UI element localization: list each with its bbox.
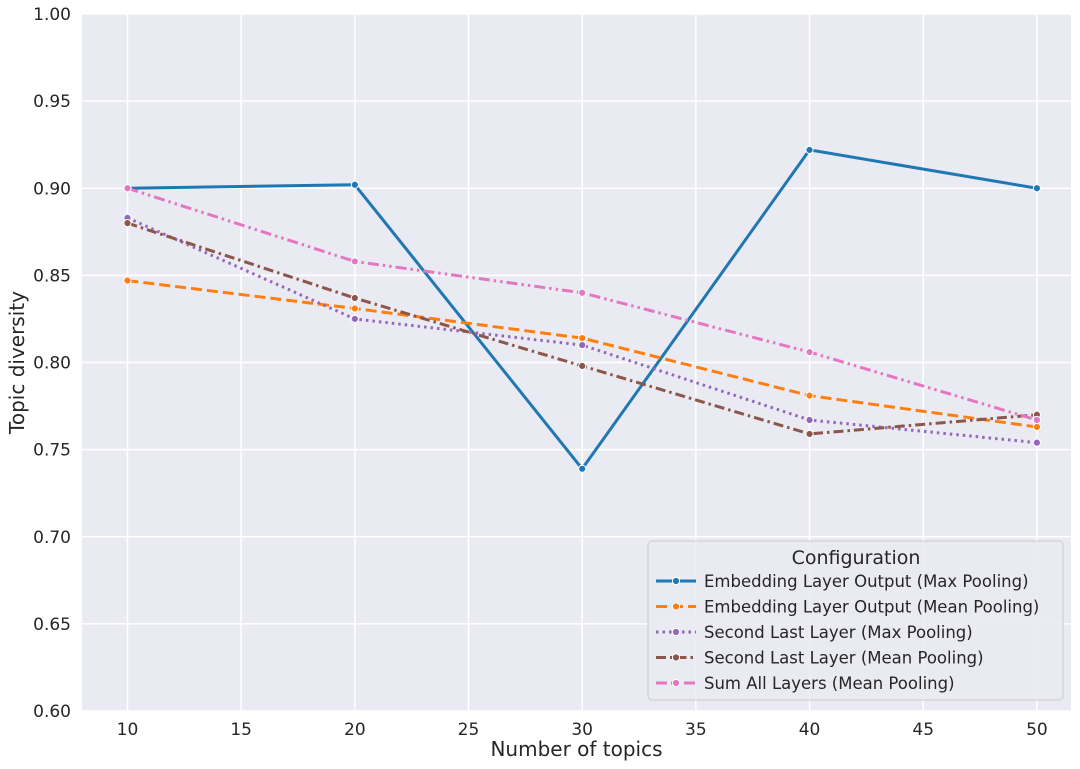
- x-tick-label: 35: [685, 720, 707, 740]
- series-2: [123, 276, 1041, 432]
- y-tick-label: 1.00: [33, 5, 71, 25]
- data-point: [578, 288, 587, 297]
- legend-marker: [671, 653, 681, 662]
- legend-item-4: Second Last Layer (Mean Pooling): [656, 649, 984, 668]
- legend-title: Configuration: [792, 547, 921, 569]
- data-point: [1032, 422, 1041, 432]
- y-tick-label: 0.95: [33, 92, 71, 112]
- y-tick-label: 0.85: [33, 266, 71, 286]
- y-tick-label: 0.70: [33, 528, 71, 548]
- x-tick-label: 15: [230, 720, 252, 740]
- data-point: [123, 184, 132, 193]
- y-tick-label: 0.65: [33, 615, 71, 635]
- x-tick-label: 25: [458, 720, 480, 740]
- series-4: [123, 219, 1041, 439]
- y-tick-label: 0.60: [33, 702, 71, 722]
- data-point: [1032, 438, 1041, 447]
- data-point: [805, 415, 814, 425]
- series-layer: [123, 145, 1041, 473]
- x-tick-label: 20: [344, 720, 366, 740]
- legend-box: [647, 540, 1064, 701]
- data-point: [123, 276, 132, 285]
- y-tick-label: 0.80: [33, 354, 71, 374]
- data-point: [350, 314, 359, 324]
- data-point: [350, 293, 359, 303]
- data-point: [1032, 184, 1041, 193]
- legend-label: Embedding Layer Output (Max Pooling): [704, 572, 1029, 591]
- legend-marker: [671, 627, 681, 637]
- data-point: [350, 257, 359, 266]
- data-point: [805, 145, 814, 155]
- legend-label: Second Last Layer (Mean Pooling): [704, 649, 984, 668]
- x-tick-label: 30: [571, 720, 593, 740]
- legend-label: Second Last Layer (Max Pooling): [704, 623, 973, 642]
- x-tick-label: 40: [799, 720, 821, 740]
- series-line: [126, 216, 1038, 445]
- legend-item-1: Embedding Layer Output (Max Pooling): [656, 572, 1029, 591]
- y-axis: 0.60 0.65 0.70 0.75 0.80 0.85 0.90 0.95 1.00: [33, 5, 71, 722]
- data-point: [578, 464, 587, 473]
- data-point: [350, 180, 359, 189]
- legend-marker: [671, 576, 681, 586]
- y-tick-label: 0.75: [33, 441, 71, 461]
- legend-items: Embedding Layer Output (Max Pooling) Embe…: [656, 572, 1039, 693]
- y-axis-label: Topic diversity: [5, 291, 29, 435]
- x-tick-label: 50: [1026, 720, 1048, 740]
- data-point: [1032, 415, 1041, 425]
- x-tick-label: 10: [117, 720, 139, 740]
- data-point: [350, 304, 359, 313]
- data-point: [805, 347, 814, 357]
- legend-marker: [671, 678, 681, 688]
- x-axis-label: Number of topics: [490, 737, 662, 761]
- y-tick-label: 0.90: [33, 179, 71, 199]
- legend-item-5: Sum All Layers (Mean Pooling): [656, 674, 955, 693]
- data-point: [578, 334, 587, 343]
- data-point: [805, 429, 814, 439]
- legend-item-3: Second Last Layer (Max Pooling): [656, 623, 973, 642]
- data-point: [578, 340, 587, 350]
- legend: Configuration Embedding Layer Output (Ma…: [647, 540, 1064, 701]
- legend-label: Embedding Layer Output (Mean Pooling): [704, 598, 1039, 617]
- data-point: [123, 219, 132, 228]
- legend-item-2: Embedding Layer Output (Mean Pooling): [656, 598, 1039, 617]
- legend-marker: [671, 602, 681, 611]
- x-tick-label: 45: [912, 720, 934, 740]
- data-point: [578, 361, 587, 371]
- data-point: [805, 391, 814, 400]
- series-3: [123, 213, 1041, 447]
- x-axis: 10 15 20 25 30 35 40 45 50: [117, 720, 1048, 740]
- series-5: [123, 184, 1041, 425]
- legend-label: Sum All Layers (Mean Pooling): [704, 674, 955, 693]
